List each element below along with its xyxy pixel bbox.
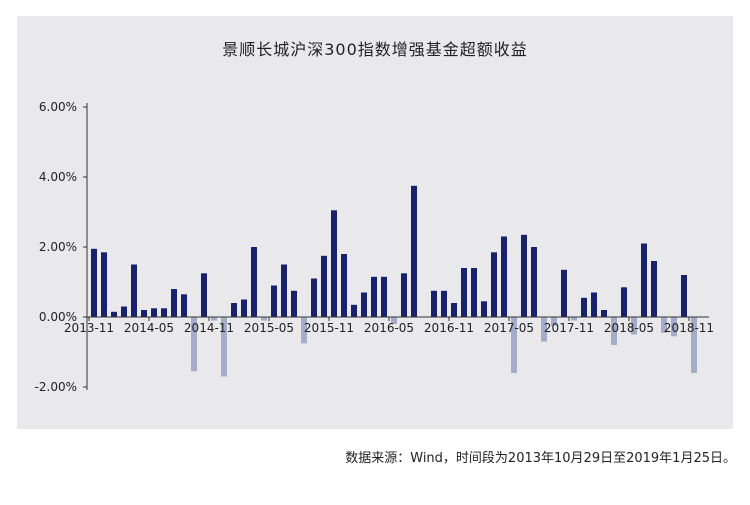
bar — [121, 306, 127, 317]
bar — [651, 261, 657, 317]
bar — [491, 252, 497, 318]
bar — [301, 317, 307, 344]
bar — [181, 294, 187, 318]
bar — [571, 317, 577, 321]
bar — [621, 287, 627, 318]
bar — [151, 308, 157, 318]
bar — [131, 264, 137, 317]
bar — [681, 275, 687, 317]
bar — [161, 308, 167, 318]
x-tick-label: 2014-05 — [124, 321, 174, 335]
bar — [221, 317, 227, 377]
bar — [321, 255, 327, 318]
x-tick-label: 2017-05 — [484, 321, 534, 335]
y-tick-label: 0.00% — [39, 310, 77, 324]
bar — [401, 273, 407, 318]
bar — [261, 317, 267, 321]
bar — [631, 317, 637, 335]
bar — [431, 290, 437, 318]
x-tick-label: 2018-05 — [604, 321, 654, 335]
bar — [441, 290, 447, 318]
bar — [331, 210, 337, 318]
bar — [561, 269, 567, 318]
x-tick-label: 2015-11 — [304, 321, 354, 335]
bar-chart: 6.00% 4.00% 2.00% 0.00% -2.00% 2013-11 2014-05… — [35, 100, 715, 394]
bar — [311, 278, 317, 317]
bar — [371, 276, 377, 318]
bar — [241, 299, 247, 317]
bar — [361, 292, 367, 317]
bar — [171, 289, 177, 317]
source-note: 数据来源：Wind，时间段为2013年10月29日至2019年1月25日。 — [345, 451, 736, 466]
x-tick-label: 2018-11 — [664, 321, 714, 335]
bar — [291, 290, 297, 318]
bar — [531, 247, 537, 317]
x-tick-label: 2016-11 — [424, 321, 474, 335]
bar — [141, 310, 147, 317]
bar — [211, 317, 217, 321]
bar — [591, 292, 597, 317]
bar — [461, 268, 467, 317]
x-tick-label: 2014-11 — [184, 321, 234, 335]
bar — [271, 285, 277, 317]
bar — [691, 317, 697, 373]
bar — [581, 297, 587, 318]
chart-title: 景顺长城沪深300指数增强基金超额收益 — [222, 40, 528, 59]
bar — [501, 236, 507, 317]
bar — [661, 317, 667, 333]
bar — [341, 254, 347, 317]
bar — [251, 247, 257, 317]
bar — [101, 252, 107, 318]
x-tick-label: 2013-11 — [64, 321, 114, 335]
bar — [391, 317, 397, 324]
y-tick-label: 2.00% — [39, 240, 77, 254]
bar — [231, 303, 237, 317]
bar — [91, 248, 97, 318]
y-tick-label: -2.00% — [35, 380, 77, 394]
x-tick-label: 2017-11 — [544, 321, 594, 335]
bar — [551, 317, 557, 326]
bar — [481, 301, 487, 318]
y-tick-label: 4.00% — [39, 170, 77, 184]
chart-panel: 景顺长城沪深300指数增强基金超额收益 6.00% 4.00% 2.00% 0.00%… — [17, 16, 733, 429]
bar — [281, 264, 287, 317]
x-tick-label: 2015-05 — [244, 321, 294, 335]
y-tick-label: 6.00% — [39, 100, 77, 114]
bar — [411, 185, 417, 318]
bar — [351, 304, 357, 318]
bar — [451, 303, 457, 317]
bar — [191, 317, 197, 372]
bar — [521, 234, 527, 318]
bar — [601, 310, 607, 317]
bar — [201, 273, 207, 318]
bar — [381, 276, 387, 318]
bar — [111, 311, 117, 318]
bar — [471, 268, 477, 317]
bar — [671, 317, 677, 337]
bar — [541, 317, 547, 342]
bar — [611, 317, 617, 345]
x-tick-label: 2016-05 — [364, 321, 414, 335]
bar — [511, 317, 517, 373]
bar — [641, 243, 647, 317]
